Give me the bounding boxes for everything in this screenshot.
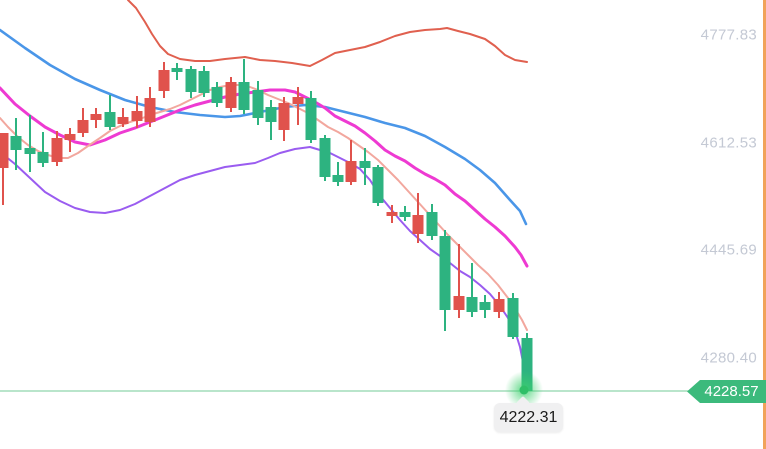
candle-body-down bbox=[521, 338, 533, 391]
candle-body-up bbox=[51, 138, 63, 162]
candle-body-up bbox=[386, 212, 398, 216]
candle-body-up bbox=[292, 97, 304, 104]
candle-body-up bbox=[117, 117, 129, 124]
candle-body-down bbox=[359, 161, 371, 168]
candle-body-down bbox=[399, 212, 411, 217]
candle-body-down bbox=[305, 98, 317, 140]
candle-body-down bbox=[479, 302, 491, 310]
candle-body-up bbox=[0, 133, 9, 168]
last-price-dot bbox=[519, 385, 529, 395]
candle-body-up bbox=[453, 296, 465, 310]
candle-body-down bbox=[238, 82, 250, 110]
candle-body-down bbox=[507, 298, 519, 337]
candle-body-down bbox=[372, 167, 384, 203]
candle-body-up bbox=[412, 215, 424, 234]
candle-body-down bbox=[252, 90, 264, 118]
candle-body-up bbox=[90, 114, 102, 120]
candle-body-down bbox=[439, 236, 451, 310]
candle-body-down bbox=[37, 152, 49, 163]
price-tooltip: 4222.31 bbox=[494, 403, 563, 432]
candle-body-down bbox=[198, 71, 210, 93]
candle-body-up bbox=[77, 120, 89, 133]
candle-body-down bbox=[171, 68, 183, 72]
candle-body-down bbox=[104, 112, 116, 127]
candle-body-up bbox=[225, 82, 237, 108]
candle-body-up bbox=[64, 134, 76, 140]
candle-body-up bbox=[493, 299, 505, 312]
candle-body-up bbox=[345, 161, 357, 182]
candle-body-down bbox=[426, 212, 438, 236]
candle-body-up bbox=[278, 103, 290, 130]
candle-body-up bbox=[131, 111, 143, 121]
current-price-value: 4228.57 bbox=[704, 383, 759, 400]
candle-body-down bbox=[185, 69, 197, 92]
candle-body-down bbox=[24, 148, 36, 154]
candle-body-up bbox=[158, 70, 170, 91]
candle-body-down bbox=[466, 297, 478, 312]
current-price-badge: 4228.57 bbox=[687, 380, 766, 403]
tooltip-price-value: 4222.31 bbox=[499, 408, 558, 426]
candle-body-up bbox=[144, 98, 156, 122]
candle-body-down bbox=[332, 175, 344, 182]
ma-salmon bbox=[0, 84, 528, 331]
candle-body-down bbox=[265, 107, 277, 122]
upper-band-red bbox=[127, 0, 528, 67]
candle-body-down bbox=[10, 136, 22, 150]
candle-body-down bbox=[319, 138, 331, 177]
candle-body-down bbox=[211, 87, 223, 103]
right-edge-marker-line bbox=[763, 0, 766, 449]
